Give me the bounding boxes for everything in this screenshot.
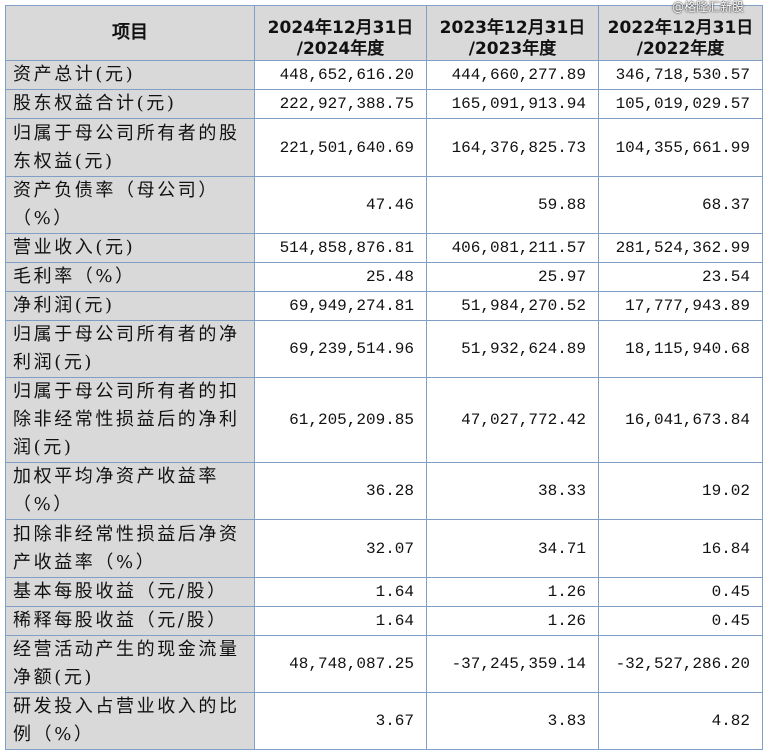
table-row: 归属于母公司所有者的净利润(元) 69,239,514.96 51,932,624.… xyxy=(5,320,763,378)
value-2023: 51,984,270.52 xyxy=(426,291,599,321)
value-2023: 51,932,624.89 xyxy=(426,320,599,378)
row-label: 净利润(元) xyxy=(5,291,255,321)
value-2024: 3.67 xyxy=(254,692,427,750)
table-row: 研发投入占营业收入的比例（%） 3.67 3.83 4.82 xyxy=(5,692,763,750)
table-row: 营业收入(元) 514,858,876.81 406,081,211.57 281,5… xyxy=(5,233,763,263)
value-2022: 68.37 xyxy=(598,176,763,234)
row-label: 扣除非经常性损益后净资产收益率（%） xyxy=(5,519,255,578)
value-2022: 18,115,940.68 xyxy=(598,320,763,378)
value-2022: 346,718,530.57 xyxy=(598,60,763,90)
value-2022: 105,019,029.57 xyxy=(598,89,763,119)
table-row: 资产负债率（母公司）（%） 47.46 59.88 68.37 xyxy=(5,176,763,234)
value-2024: 32.07 xyxy=(254,519,427,578)
value-2022: 17,777,943.89 xyxy=(598,291,763,321)
value-2022: 0.45 xyxy=(598,577,763,607)
watermark: @格隆汇新股 xyxy=(672,0,745,14)
row-label: 研发投入占营业收入的比例（%） xyxy=(5,692,255,750)
row-label: 经营活动产生的现金流量净额(元) xyxy=(5,635,255,693)
header-2023-year: /2023年度 xyxy=(468,39,557,59)
value-2024: 221,501,640.69 xyxy=(254,118,427,177)
header-2024: 2024年12月31日/2024年度 xyxy=(254,5,427,61)
row-label: 营业收入(元) xyxy=(5,233,255,263)
value-2023: 38.33 xyxy=(426,462,599,520)
value-2024: 1.64 xyxy=(254,606,427,636)
table-row: 股东权益合计(元) 222,927,388.75 165,091,913.94 105… xyxy=(5,89,763,119)
value-2022: 104,355,661.99 xyxy=(598,118,763,177)
table-row: 归属于母公司所有者的股东权益(元) 221,501,640.69 164,376,8… xyxy=(5,118,763,177)
value-2023: 406,081,211.57 xyxy=(426,233,599,263)
value-2023: 25.97 xyxy=(426,262,599,292)
row-label: 归属于母公司所有者的净利润(元) xyxy=(5,320,255,378)
financial-table: 项目 2024年12月31日/2024年度 2023年12月31日/2023年度… xyxy=(5,5,763,750)
table-row: 经营活动产生的现金流量净额(元) 48,748,087.25 -37,245,359… xyxy=(5,635,763,693)
table-row: 净利润(元) 69,949,274.81 51,984,270.52 17,777,9… xyxy=(5,291,763,321)
header-row: 项目 2024年12月31日/2024年度 2023年12月31日/2023年度… xyxy=(5,5,763,61)
table-row: 扣除非经常性损益后净资产收益率（%） 32.07 34.71 16.84 xyxy=(5,519,763,578)
header-2024-year: /2024年度 xyxy=(296,39,385,59)
value-2024: 69,239,514.96 xyxy=(254,320,427,378)
value-2024: 25.48 xyxy=(254,262,427,292)
row-label: 资产总计(元) xyxy=(5,60,255,90)
value-2024: 448,652,616.20 xyxy=(254,60,427,90)
value-2023: 59.88 xyxy=(426,176,599,234)
value-2022: 281,524,362.99 xyxy=(598,233,763,263)
header-2022-year: /2022年度 xyxy=(636,39,725,59)
value-2022: -32,527,286.20 xyxy=(598,635,763,693)
value-2023: -37,245,359.14 xyxy=(426,635,599,693)
value-2022: 23.54 xyxy=(598,262,763,292)
row-label: 加权平均净资产收益率（%） xyxy=(5,462,255,520)
header-2022: 2022年12月31日/2022年度 xyxy=(598,5,763,61)
table-row: 稀释每股收益（元/股） 1.64 1.26 0.45 xyxy=(5,606,763,636)
value-2022: 16.84 xyxy=(598,519,763,578)
value-2022: 16,041,673.84 xyxy=(598,377,763,463)
value-2023: 1.26 xyxy=(426,577,599,607)
value-2023: 34.71 xyxy=(426,519,599,578)
value-2023: 165,091,913.94 xyxy=(426,89,599,119)
table-row: 归属于母公司所有者的扣除非经常性损益后的净利润(元) 61,205,209.85 4… xyxy=(5,377,763,463)
value-2022: 0.45 xyxy=(598,606,763,636)
value-2024: 222,927,388.75 xyxy=(254,89,427,119)
value-2024: 514,858,876.81 xyxy=(254,233,427,263)
row-label: 资产负债率（母公司）（%） xyxy=(5,176,255,234)
table-row: 加权平均净资产收益率（%） 36.28 38.33 19.02 xyxy=(5,462,763,520)
value-2023: 3.83 xyxy=(426,692,599,750)
value-2024: 36.28 xyxy=(254,462,427,520)
header-item: 项目 xyxy=(5,5,255,61)
header-2022-date: 2022年12月31日 xyxy=(607,18,754,38)
value-2024: 69,949,274.81 xyxy=(254,291,427,321)
header-2023: 2023年12月31日/2023年度 xyxy=(426,5,599,61)
value-2023: 1.26 xyxy=(426,606,599,636)
value-2024: 48,748,087.25 xyxy=(254,635,427,693)
value-2023: 444,660,277.89 xyxy=(426,60,599,90)
value-2022: 19.02 xyxy=(598,462,763,520)
table-row: 基本每股收益（元/股） 1.64 1.26 0.45 xyxy=(5,577,763,607)
value-2022: 4.82 xyxy=(598,692,763,750)
value-2024: 61,205,209.85 xyxy=(254,377,427,463)
row-label: 股东权益合计(元) xyxy=(5,89,255,119)
row-label: 稀释每股收益（元/股） xyxy=(5,606,255,636)
row-label: 基本每股收益（元/股） xyxy=(5,577,255,607)
table-row: 毛利率（%） 25.48 25.97 23.54 xyxy=(5,262,763,292)
row-label: 归属于母公司所有者的股东权益(元) xyxy=(5,118,255,177)
table-row: 资产总计(元) 448,652,616.20 444,660,277.89 346,7… xyxy=(5,60,763,90)
value-2023: 164,376,825.73 xyxy=(426,118,599,177)
value-2024: 1.64 xyxy=(254,577,427,607)
value-2023: 47,027,772.42 xyxy=(426,377,599,463)
row-label: 毛利率（%） xyxy=(5,262,255,292)
row-label: 归属于母公司所有者的扣除非经常性损益后的净利润(元) xyxy=(5,377,255,463)
value-2024: 47.46 xyxy=(254,176,427,234)
header-2024-date: 2024年12月31日 xyxy=(267,18,414,38)
header-2023-date: 2023年12月31日 xyxy=(439,18,586,38)
